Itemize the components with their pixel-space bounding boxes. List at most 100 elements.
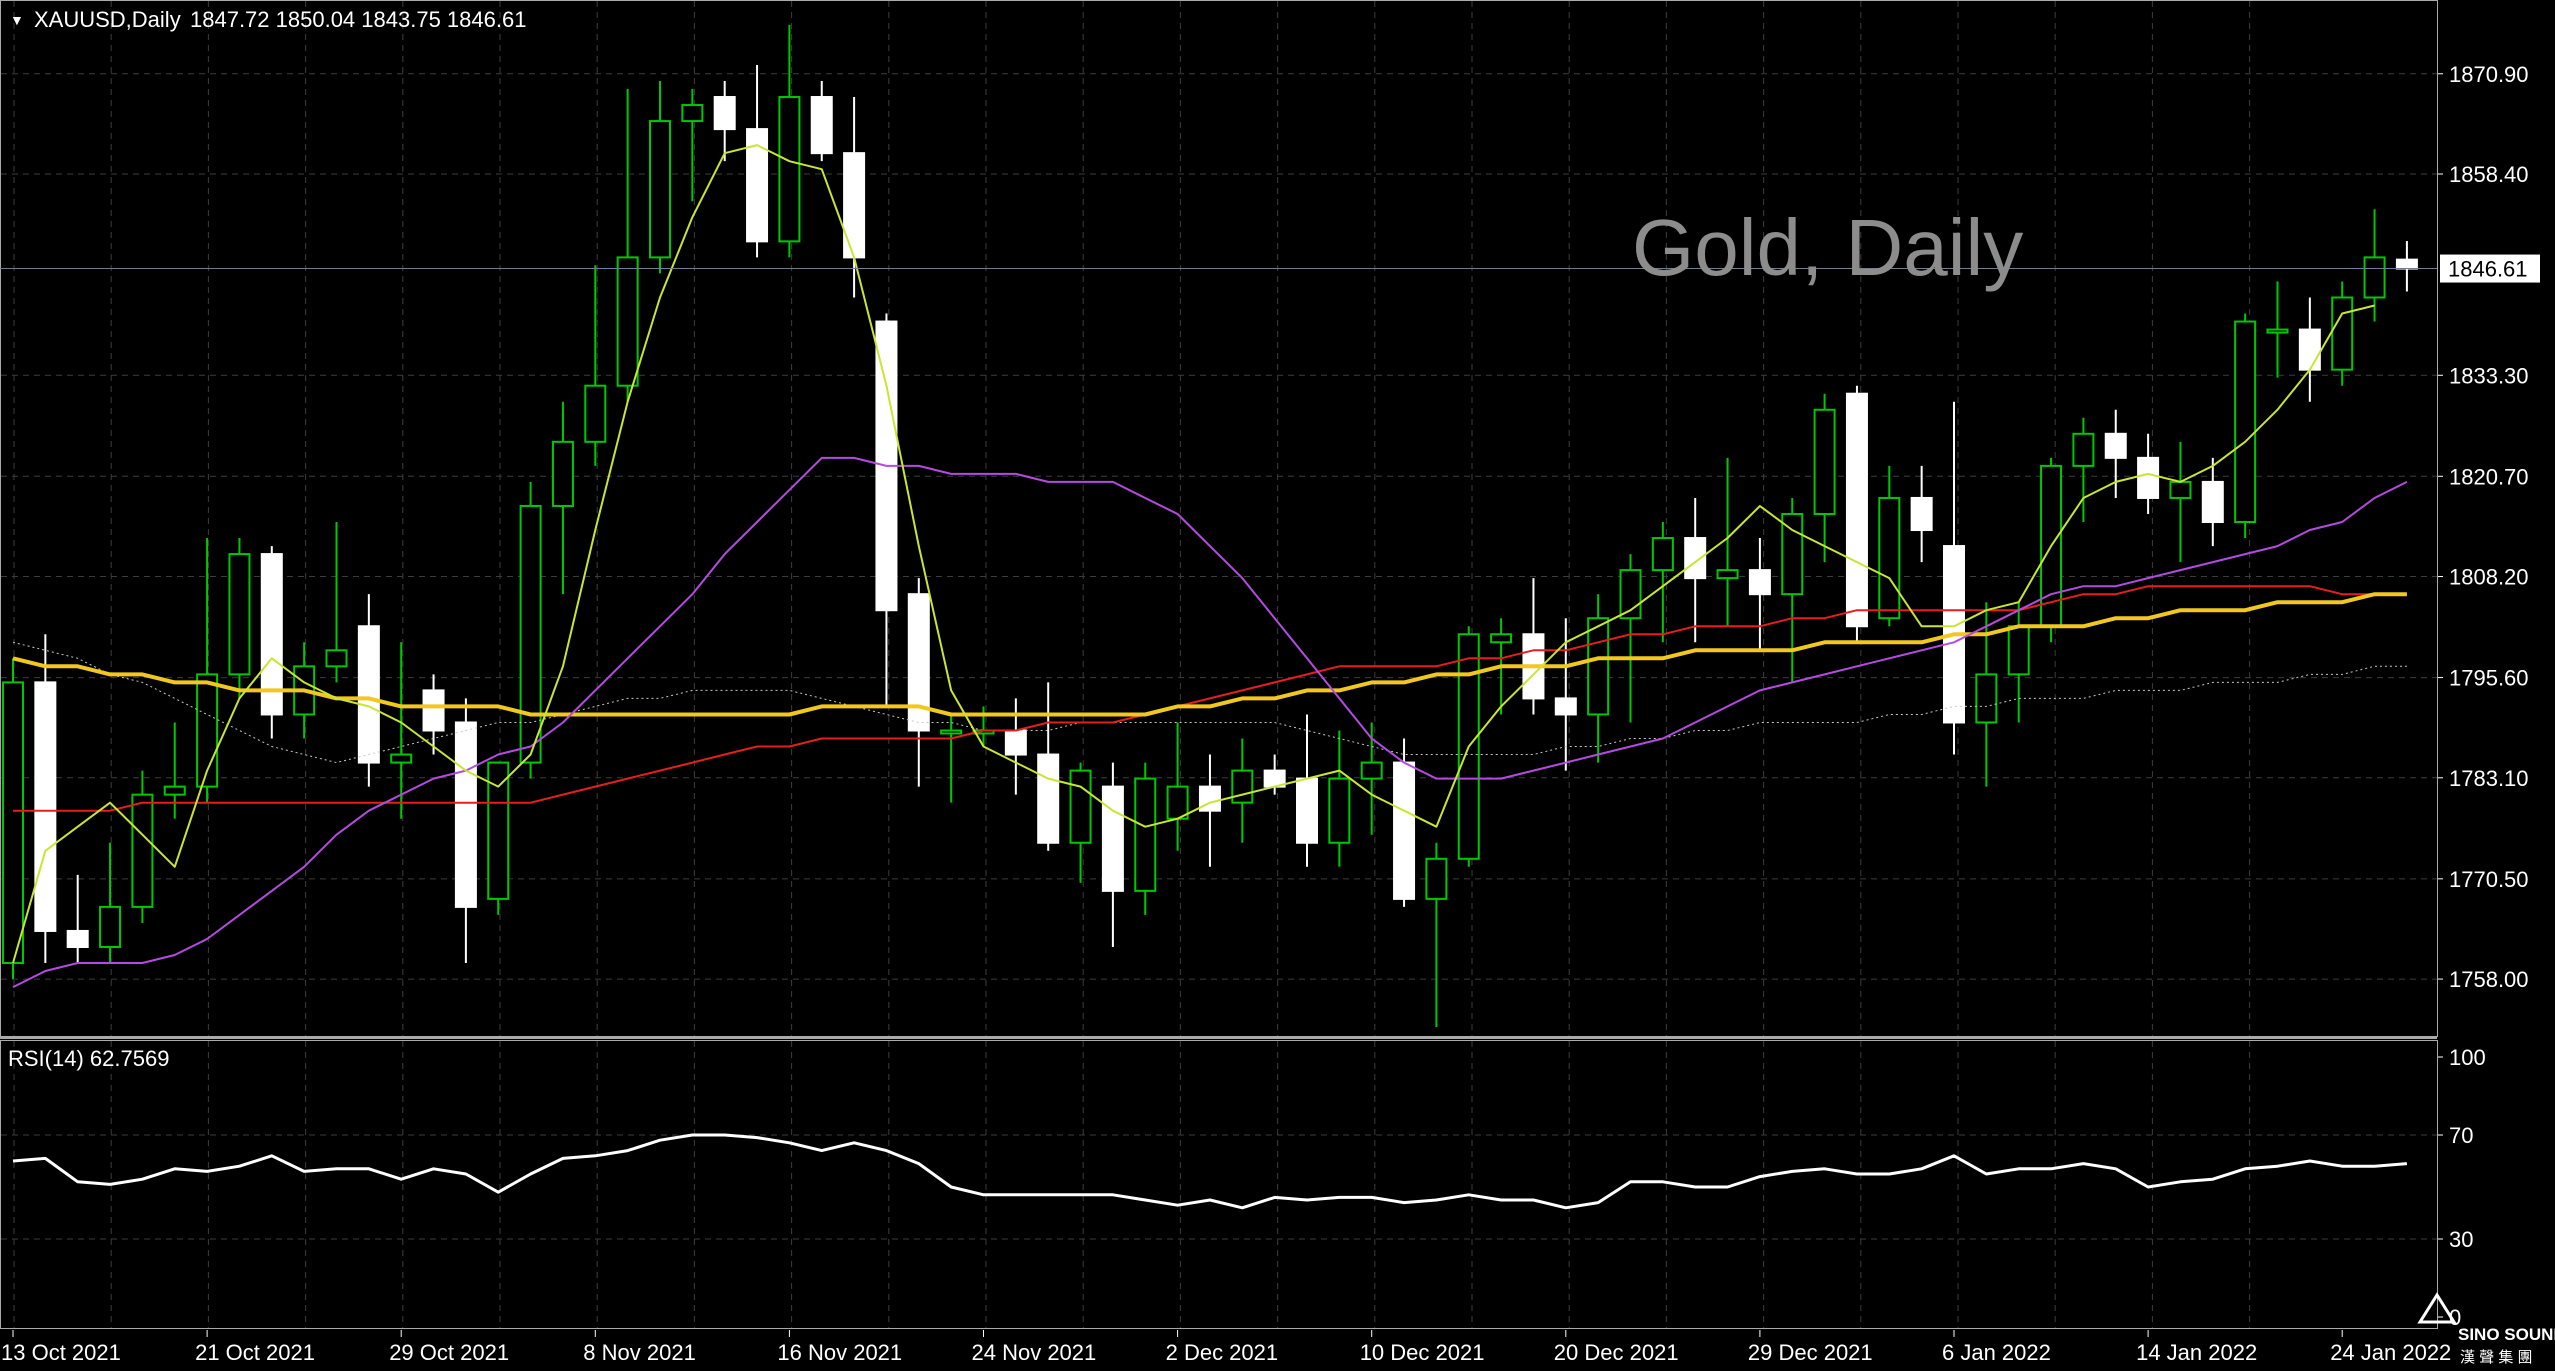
candle [940, 714, 963, 803]
candle [66, 874, 89, 964]
candle [325, 522, 348, 683]
candle-body-bull [228, 553, 251, 676]
date-tick-label: 2 Dec 2021 [1166, 1340, 1279, 1365]
candle-body-bull [649, 120, 671, 259]
candle [1263, 754, 1286, 795]
date-tick-label: 8 Nov 2021 [583, 1340, 696, 1365]
price-axis: 1870.90 1858.40 1833.30 1820.70 1808.20 1795.… [2437, 62, 2529, 992]
candle [1587, 594, 1610, 763]
candle [1393, 738, 1416, 907]
logo-mark-icon [2417, 1292, 2457, 1324]
candle-body-bull [487, 761, 510, 900]
rsi-pane-frame [0, 1040, 2438, 1329]
ma-long-line [12, 592, 2407, 717]
candle-body-bear [2298, 328, 2321, 371]
rsi-indicator [12, 1133, 2408, 1210]
candle-body-bull [2, 681, 24, 965]
price-tick-label: 1783.10 [2449, 766, 2529, 791]
candle [1878, 465, 1901, 627]
candle-body-bull [940, 729, 963, 735]
candle-body-bear [2395, 258, 2418, 270]
candle-body-bear [2104, 432, 2127, 459]
candle-body-bull [519, 504, 542, 764]
candle-body-bear [810, 96, 833, 155]
rsi-tick-label: 0 [2449, 1305, 2461, 1330]
date-tick-label: 24 Jan 2022 [2330, 1340, 2451, 1365]
rsi-tick-label: 70 [2449, 1123, 2473, 1148]
candle [2137, 433, 2160, 514]
candle-body-bear [1296, 777, 1318, 844]
ma-red-line [13, 585, 2407, 812]
candle [1231, 738, 1254, 843]
logo-text: SINO SOUND [2458, 1325, 2555, 1344]
candle-body-bull [1716, 569, 1739, 580]
candle [34, 634, 57, 964]
rsi-label: RSI(14) 62.7569 [8, 1046, 169, 1071]
date-tick-label: 21 Oct 2021 [195, 1340, 315, 1365]
rsi-tick-label: 100 [2449, 1045, 2486, 1070]
candle-body-bull [1878, 496, 1901, 620]
candle-body-bear [907, 593, 930, 732]
candle [584, 265, 607, 466]
sino-sound-logo: SINO SOUND 漢 聲 集 團 [2417, 1292, 2555, 1366]
candle [778, 24, 801, 258]
candle [2201, 457, 2224, 547]
candle-body-bull [1069, 769, 1092, 844]
date-tick-label: 29 Dec 2021 [1748, 1340, 1873, 1365]
candle-body-bull [778, 96, 801, 243]
candle [616, 89, 639, 402]
candle-body-bull [2331, 296, 2354, 371]
candle-body-bull [325, 649, 348, 668]
price-tick-label: 1858.40 [2449, 162, 2529, 187]
candle [1910, 465, 1933, 563]
symbol-dropdown-icon[interactable]: ▼ [10, 12, 24, 28]
candle [1845, 385, 1868, 643]
candle [1684, 497, 1707, 643]
current-price-box [2440, 254, 2540, 283]
candle-body-bull [1166, 785, 1189, 820]
candle-body-bear [66, 929, 89, 948]
date-tick-label: 14 Jan 2022 [2136, 1340, 2257, 1365]
ma-fast-line [12, 144, 2375, 964]
candle-body-bull [2234, 320, 2257, 524]
candle [99, 842, 122, 964]
price-tick-label: 1795.60 [2449, 666, 2529, 691]
candle-body-bull [1231, 769, 1254, 804]
candle [1716, 457, 1739, 627]
candle [519, 481, 542, 779]
candle-body-bear [1554, 697, 1577, 716]
candle-body-bull [551, 440, 574, 507]
candle-body-bull [1490, 633, 1513, 644]
candle [2266, 281, 2289, 378]
candle-body-bear [1910, 496, 1933, 532]
candle-body-bull [1587, 617, 1610, 716]
rsi-tick-label: 30 [2449, 1227, 2473, 1252]
candle [2363, 209, 2386, 322]
candle [2, 658, 24, 980]
candle [228, 538, 251, 699]
candle-body-bear [843, 152, 866, 259]
price-tick-label: 1820.70 [2449, 464, 2529, 489]
candle [2234, 313, 2257, 539]
candle-body-bull [131, 793, 154, 908]
date-tick-label: 16 Nov 2021 [777, 1340, 902, 1365]
candle-body-bull [1134, 777, 1157, 892]
candle [1360, 722, 1383, 835]
candle-body-bull [2363, 256, 2386, 299]
candle [422, 674, 445, 755]
candle [810, 80, 833, 162]
rsi-axis: 100 70 30 0 [2437, 1045, 2486, 1330]
date-tick-label: 10 Dec 2021 [1360, 1340, 1485, 1365]
candle-body-bull [1651, 537, 1674, 572]
logo-text-chinese: 漢 聲 集 團 [2460, 1349, 2533, 1366]
price-tick-label: 1808.20 [2449, 565, 2529, 590]
candle [907, 578, 930, 787]
candle-body-bull [99, 905, 122, 948]
candle-body-bull [616, 256, 639, 387]
candle [1166, 722, 1189, 851]
date-tick-label: 24 Nov 2021 [972, 1340, 1097, 1365]
candle-body-bull [584, 384, 607, 443]
date-tick-label: 20 Dec 2021 [1554, 1340, 1679, 1365]
candle-body-bear [34, 681, 57, 932]
